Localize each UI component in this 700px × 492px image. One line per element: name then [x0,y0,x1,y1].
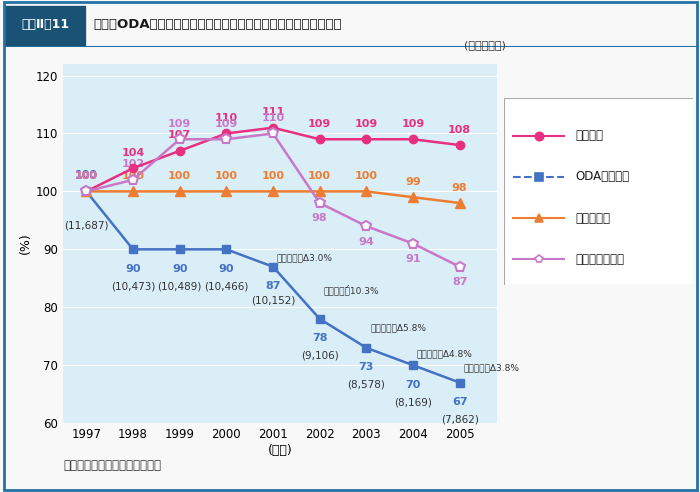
FancyBboxPatch shape [504,98,693,285]
Text: 対前年度比̈́10.3%: 対前年度比̈́10.3% [323,284,379,295]
Text: 100: 100 [75,171,98,181]
Text: 98: 98 [312,214,328,223]
Text: 100: 100 [75,171,98,181]
Text: (10,489): (10,489) [158,281,202,291]
Text: 一般歳出: 一般歳出 [576,129,604,142]
Text: 公共事業関係費: 公共事業関係費 [576,253,625,266]
Text: 109: 109 [168,119,191,129]
Text: 73: 73 [358,362,374,372]
Text: 102: 102 [121,159,145,169]
Text: 104: 104 [121,148,145,158]
FancyBboxPatch shape [5,6,85,45]
Text: 98: 98 [452,183,468,192]
Text: 100: 100 [215,171,238,181]
Text: (7,862): (7,862) [441,414,479,425]
Text: 図表Ⅱ－11: 図表Ⅱ－11 [21,18,69,31]
Text: (単位：億円): (単位：億円) [464,39,505,50]
Text: 100: 100 [168,171,191,181]
Text: 100: 100 [262,171,284,181]
Text: 87: 87 [452,277,468,287]
Text: 90: 90 [125,264,141,274]
Text: 100: 100 [355,171,378,181]
Text: (10,466): (10,466) [204,281,248,291]
Text: 111: 111 [261,107,285,117]
Text: 99: 99 [405,177,421,187]
Text: 94: 94 [358,237,375,246]
Text: 対前年度比Δ5.8%: 対前年度比Δ5.8% [370,323,426,332]
Text: 87: 87 [265,281,281,291]
Text: 100: 100 [122,171,144,181]
Text: (9,106): (9,106) [301,351,339,361]
Text: (11,687): (11,687) [64,220,108,230]
Text: 90: 90 [172,264,188,274]
Text: (8,578): (8,578) [347,380,385,390]
Text: 注：（　）内の数字は予算額。: 注：（ ）内の数字は予算額。 [63,460,161,472]
Text: ODA一般会計: ODA一般会計 [576,170,630,184]
Text: 109: 109 [401,119,425,129]
Text: 70: 70 [405,380,421,390]
Text: 防衛関係費: 防衛関係費 [576,212,611,224]
Text: (10,152): (10,152) [251,296,295,306]
Text: (8,169): (8,169) [394,397,432,407]
Text: 対前年度比Δ3.8%: 対前年度比Δ3.8% [463,364,519,372]
Text: 109: 109 [355,119,378,129]
Text: 110: 110 [261,113,285,123]
Text: 100: 100 [75,171,98,181]
Text: 67: 67 [452,397,468,407]
Text: 対前年度比Δ3.0%: 対前年度比Δ3.0% [276,253,332,263]
Text: 109: 109 [308,119,331,129]
Text: 109: 109 [215,119,238,129]
Text: (10,473): (10,473) [111,281,155,291]
Y-axis label: (%): (%) [19,233,32,254]
Text: 100: 100 [308,171,331,181]
Text: 100: 100 [75,170,98,180]
Text: 110: 110 [215,113,238,123]
X-axis label: (年度): (年度) [267,444,293,457]
Text: 107: 107 [168,130,191,140]
Text: 90: 90 [218,264,234,274]
Text: 108: 108 [448,124,471,135]
Text: 対前年度比Δ4.8%: 対前年度比Δ4.8% [416,349,473,358]
Text: 78: 78 [312,334,328,343]
Text: 日本のODA予算の推移・他の主要経費の推移（当初予算ベース）: 日本のODA予算の推移・他の主要経費の推移（当初予算ベース） [94,18,342,31]
Text: 91: 91 [405,254,421,264]
